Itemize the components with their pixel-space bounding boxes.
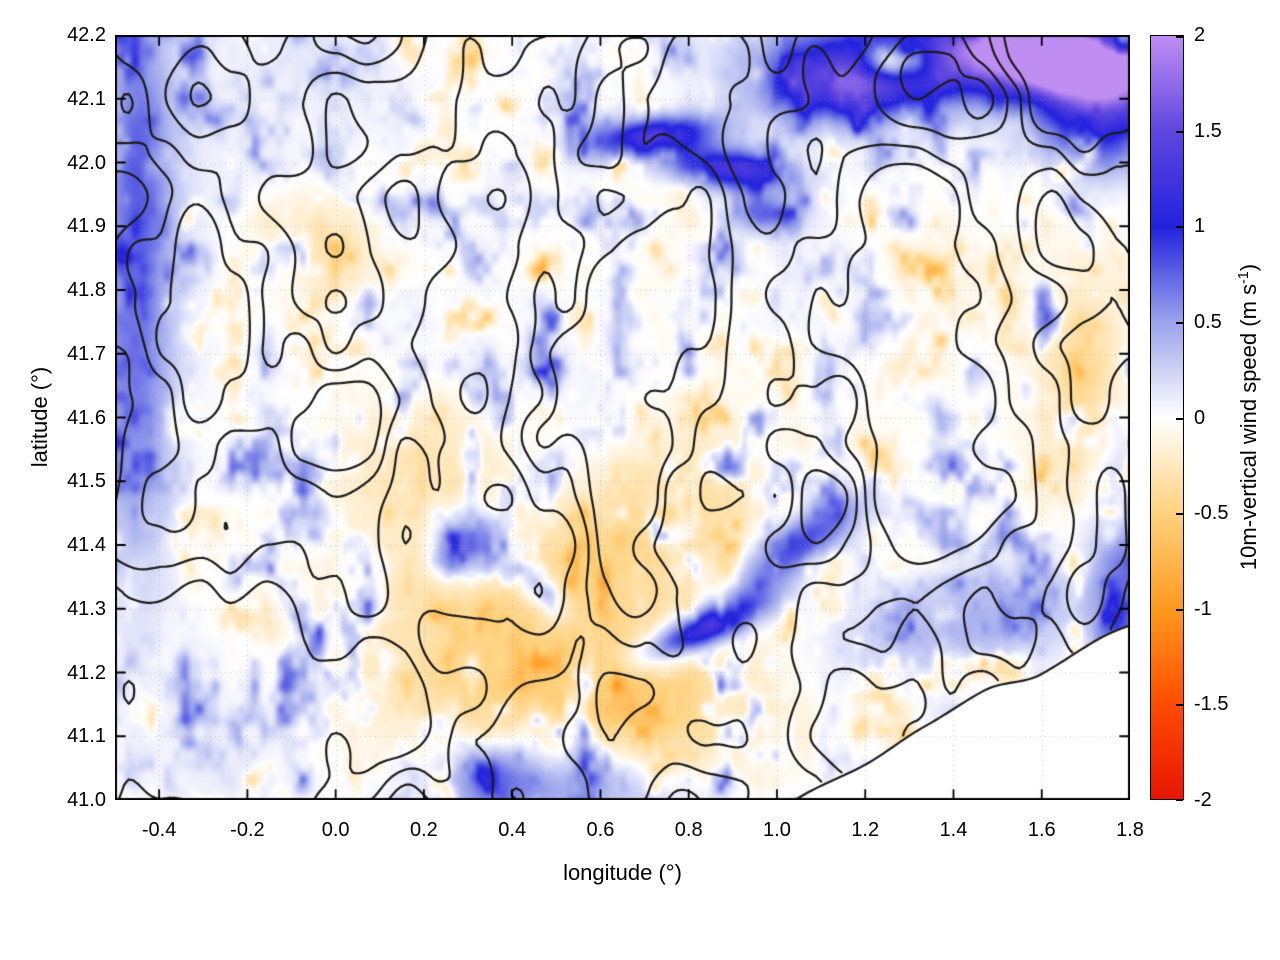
colorbar-label-close: ) [1236, 263, 1262, 272]
y-tick-label: 41.1 [67, 725, 106, 748]
colorbar-tick-label: 0 [1194, 406, 1206, 429]
y-tick-label: 41.2 [67, 661, 106, 684]
y-tick-label: 41.4 [67, 534, 106, 556]
y-tick-label: 41.0 [67, 789, 106, 811]
x-tick-label: -0.4 [141, 819, 177, 841]
colorbar-tick-mark [1176, 799, 1183, 801]
y-tick-label: 41.6 [67, 406, 106, 429]
y-tick-label: 42.2 [67, 24, 106, 46]
x-tick-label: 1.0 [763, 819, 791, 841]
x-tick-label: 0.4 [498, 819, 527, 841]
x-tick-label: -0.2 [230, 819, 265, 841]
colorbar-tick-mark [1176, 704, 1183, 707]
y-tick-label: 41.9 [67, 215, 106, 238]
colorbar-tick-mark [1176, 417, 1183, 420]
colorbar-tick-label: -2 [1194, 789, 1212, 811]
colorbar-tick-label: 1 [1194, 215, 1206, 238]
x-tick-label: 1.6 [1027, 819, 1056, 841]
x-tick-label: 0.8 [674, 819, 703, 841]
y-tick-label: 41.5 [67, 470, 106, 493]
x-axis-label: longitude (°) [563, 860, 682, 885]
x-tick-label: 0.6 [586, 819, 615, 841]
y-tick-label: 42.1 [67, 87, 106, 110]
colorbar-tick-mark [1176, 321, 1183, 324]
colorbar-tick-label: -0.5 [1194, 502, 1229, 525]
colorbar-tick-label: -1.5 [1194, 693, 1229, 716]
y-tick-label: 41.7 [67, 342, 106, 365]
x-tick-label: 1.8 [1116, 819, 1144, 841]
x-tick-label: 1.2 [851, 819, 880, 841]
colorbar-tick-label: 2 [1194, 24, 1206, 46]
y-tick-label: 42.0 [67, 151, 106, 174]
heatmap-plot-area [115, 35, 1130, 800]
x-tick-label: 1.4 [939, 819, 968, 841]
colorbar [1150, 35, 1184, 801]
colorbar-label-superscript: -1 [1235, 271, 1252, 284]
colorbar-tick-mark [1176, 513, 1183, 516]
colorbar-tick-label: 1.5 [1194, 119, 1222, 142]
colorbar-tick-mark [1176, 608, 1183, 611]
y-tick-label: 41.8 [67, 279, 106, 301]
colorbar-tick-mark [1176, 130, 1183, 133]
y-tick-label: 41.3 [67, 597, 106, 620]
colorbar-tick-label: -1 [1194, 597, 1212, 620]
x-tick-label: 0.0 [321, 819, 350, 841]
colorbar-tick-label: 0.5 [1194, 310, 1222, 333]
x-tick-label: 0.2 [410, 819, 438, 841]
colorbar-tick-mark [1176, 36, 1183, 38]
colorbar-tick-mark [1176, 226, 1183, 229]
